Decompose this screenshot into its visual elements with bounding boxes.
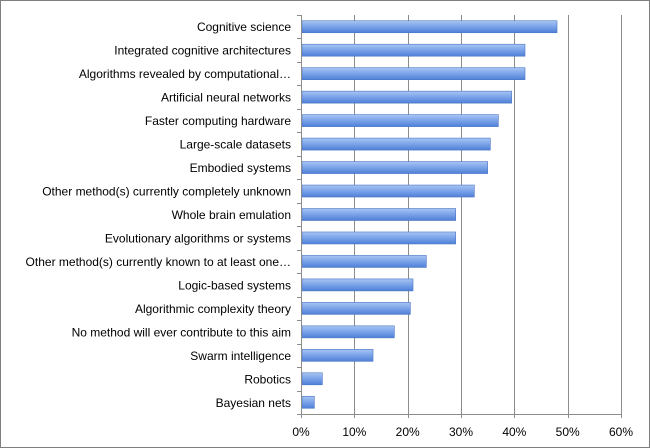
category-label: Algorithms revealed by computational…: [79, 67, 291, 81]
x-tick-label: 50%: [556, 425, 580, 439]
category-label: Logic-based systems: [178, 278, 291, 292]
category-label: Large-scale datasets: [180, 138, 291, 152]
category-label: Robotics: [244, 372, 291, 386]
category-label: Artificial neural networks: [161, 91, 291, 105]
bar: [301, 137, 491, 151]
category-label: No method will ever contribute to this a…: [72, 325, 291, 339]
category-label: Embodied systems: [190, 161, 291, 175]
category-label: Other method(s) currently completely unk…: [42, 185, 291, 199]
bar: [301, 278, 414, 292]
bar: [301, 325, 395, 339]
x-tick-label: 60%: [609, 425, 633, 439]
gridlines: [354, 15, 622, 414]
category-label: Faster computing hardware: [145, 114, 291, 128]
category-label: Algorithmic complexity theory: [135, 302, 291, 316]
category-labels: Cognitive science Integrated cognitive ar…: [26, 20, 292, 410]
bar: [301, 349, 374, 362]
bar: [301, 43, 526, 57]
bar: [301, 161, 488, 174]
bar: [301, 67, 526, 80]
x-tick-label: 20%: [396, 425, 420, 439]
category-label: Other method(s) currently known to at le…: [26, 255, 291, 269]
category-label: Integrated cognitive architectures: [114, 44, 291, 58]
x-tick-label: 40%: [502, 425, 526, 439]
bar: [301, 302, 411, 315]
category-label: Cognitive science: [197, 20, 291, 34]
bar: [301, 255, 427, 268]
x-tick-label: 0%: [292, 425, 310, 439]
bar: [301, 208, 456, 221]
x-tick-labels: 0% 10% 20% 30% 40% 50% 60%: [292, 425, 633, 439]
category-label: Bayesian nets: [216, 396, 291, 410]
bar: [301, 114, 499, 127]
bar: [301, 90, 512, 104]
x-tick-label: 10%: [342, 425, 366, 439]
bar: [301, 184, 475, 198]
x-tick-label: 30%: [449, 425, 473, 439]
category-label: Evolutionary algorithms or systems: [105, 231, 291, 245]
category-label: Whole brain emulation: [172, 208, 291, 222]
category-label: Swarm intelligence: [190, 349, 291, 363]
bar: [301, 395, 315, 409]
bars: [301, 20, 558, 409]
bar: [301, 20, 558, 34]
bar: [301, 372, 323, 386]
bar: [301, 231, 456, 245]
axes: [297, 15, 622, 418]
